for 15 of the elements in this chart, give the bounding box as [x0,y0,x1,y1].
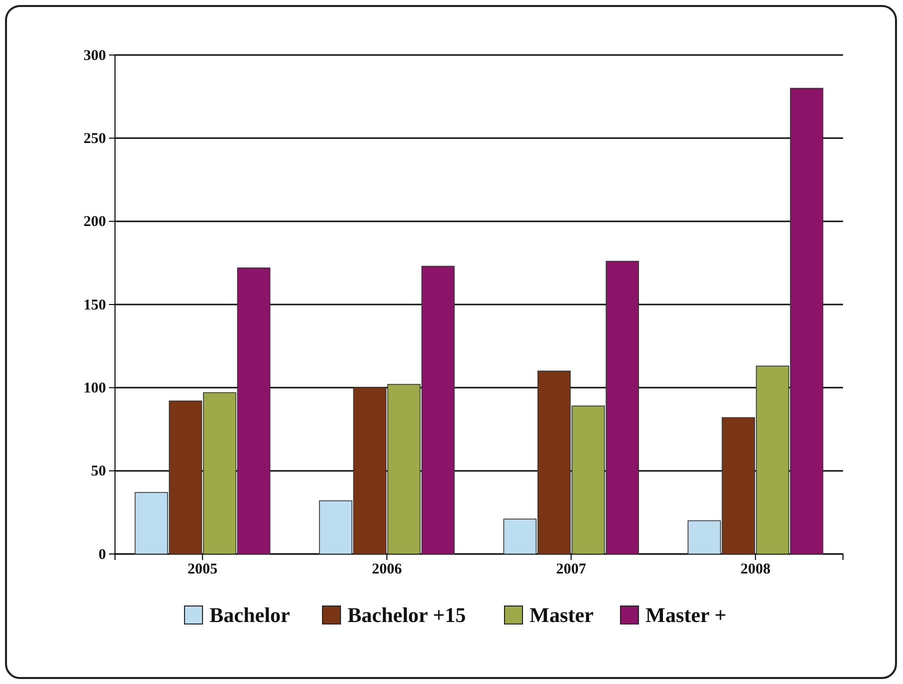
y-tick-label: 300 [84,48,106,64]
x-tick-label: 2007 [556,562,587,578]
y-tick-label: 250 [84,130,106,147]
legend-label: Master + [646,603,726,627]
y-tick-label: 150 [84,297,106,314]
y-tick-label: 100 [84,380,106,396]
legend-label: Master [530,603,594,627]
x-tick-label: 2008 [740,562,770,578]
y-tick-label: 50 [91,464,106,480]
legend-label: Bachelor [210,603,290,627]
y-tick-label: 200 [84,214,106,230]
x-tick-label: 2006 [372,562,402,578]
y-tick-label: 0 [98,546,106,563]
legend-label: Bachelor +15 [348,603,466,627]
x-tick-label: 2005 [188,562,218,578]
